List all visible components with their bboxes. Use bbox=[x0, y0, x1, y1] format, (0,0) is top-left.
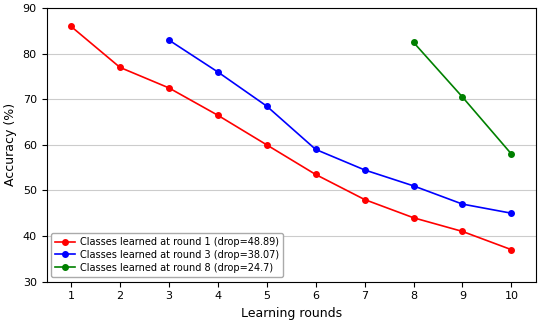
Line: Classes learned at round 1 (drop=48.89): Classes learned at round 1 (drop=48.89) bbox=[68, 24, 514, 252]
Classes learned at round 1 (drop=48.89) bbox=[410, 216, 417, 220]
Classes learned at round 3 (drop=38.07) bbox=[214, 70, 221, 74]
Line: Classes learned at round 3 (drop=38.07): Classes learned at round 3 (drop=38.07) bbox=[166, 37, 514, 216]
Classes learned at round 8 (drop=24.7) bbox=[459, 95, 465, 99]
Classes learned at round 1 (drop=48.89) bbox=[166, 86, 172, 90]
Classes learned at round 1 (drop=48.89) bbox=[264, 143, 270, 147]
Classes learned at round 3 (drop=38.07) bbox=[313, 147, 319, 151]
Legend: Classes learned at round 1 (drop=48.89), Classes learned at round 3 (drop=38.07): Classes learned at round 1 (drop=48.89),… bbox=[51, 233, 282, 277]
Classes learned at round 3 (drop=38.07) bbox=[459, 202, 465, 206]
Classes learned at round 1 (drop=48.89) bbox=[117, 65, 123, 69]
Classes learned at round 1 (drop=48.89) bbox=[361, 198, 368, 202]
Classes learned at round 1 (drop=48.89) bbox=[214, 113, 221, 117]
Classes learned at round 1 (drop=48.89) bbox=[313, 173, 319, 177]
Classes learned at round 8 (drop=24.7) bbox=[508, 152, 515, 156]
Classes learned at round 8 (drop=24.7) bbox=[410, 40, 417, 44]
Line: Classes learned at round 8 (drop=24.7): Classes learned at round 8 (drop=24.7) bbox=[411, 40, 514, 157]
Classes learned at round 3 (drop=38.07) bbox=[264, 104, 270, 108]
Classes learned at round 3 (drop=38.07) bbox=[410, 184, 417, 188]
Classes learned at round 1 (drop=48.89) bbox=[508, 248, 515, 252]
X-axis label: Learning rounds: Learning rounds bbox=[241, 307, 342, 320]
Classes learned at round 3 (drop=38.07) bbox=[361, 168, 368, 172]
Classes learned at round 3 (drop=38.07) bbox=[166, 38, 172, 42]
Classes learned at round 3 (drop=38.07) bbox=[508, 211, 515, 215]
Classes learned at round 1 (drop=48.89) bbox=[459, 229, 465, 233]
Classes learned at round 1 (drop=48.89) bbox=[68, 24, 75, 28]
Y-axis label: Accuracy (%): Accuracy (%) bbox=[4, 103, 17, 186]
